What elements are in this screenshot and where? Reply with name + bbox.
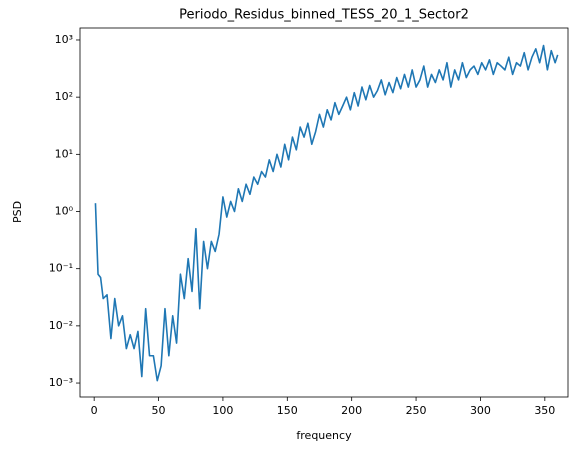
y-tick-label: 10⁻³	[49, 376, 73, 389]
x-tick-label: 100	[212, 404, 233, 417]
x-tick-label: 250	[406, 404, 427, 417]
x-axis-label: frequency	[296, 429, 352, 442]
x-tick-label: 50	[152, 404, 166, 417]
y-tick-label: 10⁻¹	[49, 262, 73, 275]
y-tick-label: 10²	[55, 90, 73, 103]
plot-frame	[79, 27, 569, 398]
y-tick-label: 10⁻²	[49, 319, 73, 332]
y-axis-label: PSD	[11, 201, 24, 223]
y-tick-label: 10³	[55, 33, 73, 46]
data-line	[94, 44, 559, 382]
y-tick-label: 10⁰	[55, 205, 74, 218]
x-tick-label: 0	[91, 404, 98, 417]
chart-title: Periodo_Residus_binned_TESS_20_1_Sector2	[179, 8, 469, 23]
x-tick-label: 300	[470, 404, 491, 417]
x-tick-label: 200	[341, 404, 362, 417]
x-tick-label: 350	[534, 404, 555, 417]
y-tick-label: 10¹	[55, 147, 73, 160]
x-tick-label: 150	[277, 404, 298, 417]
